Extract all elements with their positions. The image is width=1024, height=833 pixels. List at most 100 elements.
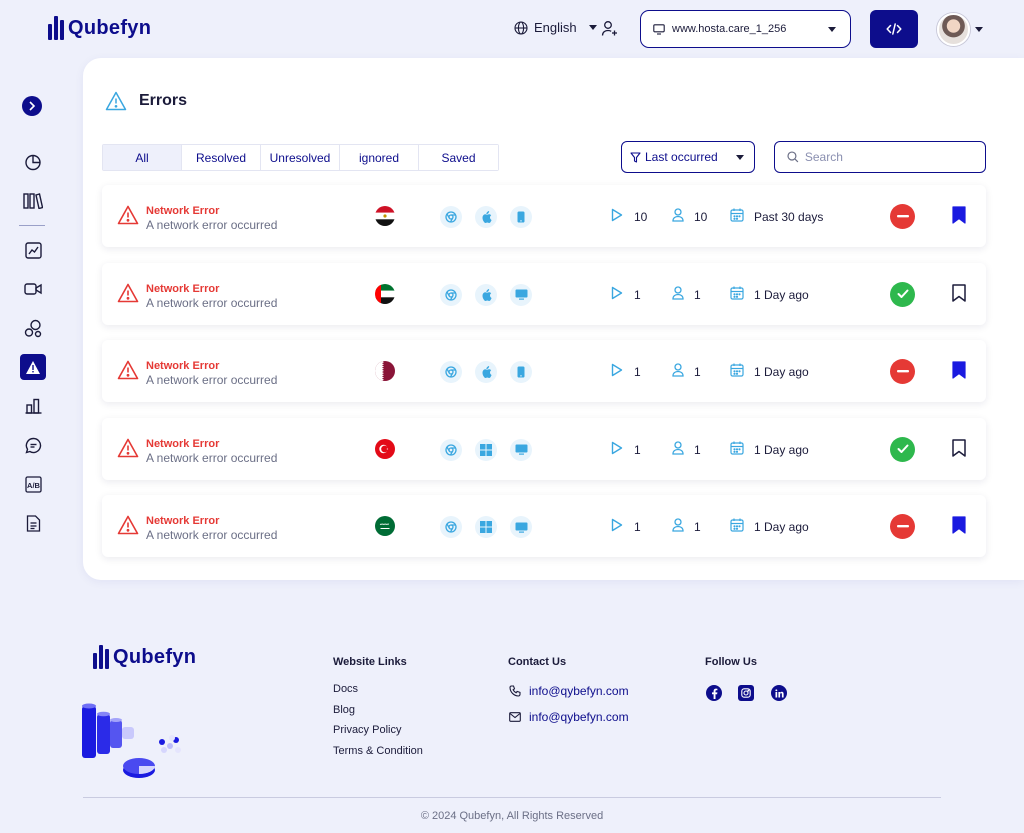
- chrome-icon: [440, 361, 462, 383]
- desktop-icon: [510, 516, 532, 538]
- avatar[interactable]: [937, 13, 970, 46]
- error-title[interactable]: Network Error: [146, 360, 220, 372]
- sidebar-divider: [19, 225, 45, 226]
- error-warning-icon: [117, 205, 139, 225]
- status-tabs: All Resolved Unresolved ignored Saved: [102, 144, 499, 171]
- chrome-icon: [440, 206, 462, 228]
- windows-icon: [475, 516, 497, 538]
- sidebar-item-ab-testing[interactable]: A/B: [20, 471, 46, 497]
- desktop-icon: [510, 438, 532, 461]
- facebook-icon: [711, 688, 717, 699]
- follow-heading: Follow Us: [705, 656, 757, 668]
- contact-heading: Contact Us: [508, 656, 567, 668]
- error-title[interactable]: Network Error: [146, 515, 220, 527]
- chrome-icon: [440, 516, 462, 538]
- user-count: 1: [694, 520, 701, 534]
- document-icon: [26, 514, 40, 532]
- play-icon: [611, 441, 623, 454]
- language-label: English: [534, 20, 577, 35]
- error-row[interactable]: Network Error A network error occurred 1…: [102, 417, 986, 480]
- error-warning-icon: [117, 283, 139, 302]
- chrome-icon: [440, 438, 462, 461]
- facebook-button[interactable]: [706, 685, 722, 701]
- play-icon: [611, 208, 623, 222]
- search-input[interactable]: [804, 150, 973, 164]
- error-row[interactable]: Network Error A network error occurred 1…: [102, 495, 986, 557]
- globe-icon: [514, 20, 528, 35]
- user-count: 10: [694, 210, 708, 224]
- error-title[interactable]: Network Error: [146, 437, 220, 450]
- analytics-illustration: [82, 703, 181, 778]
- sidebar-item-segments[interactable]: [20, 315, 46, 341]
- tab-saved[interactable]: Saved: [419, 145, 498, 170]
- website-links-heading: Website Links: [333, 656, 407, 668]
- video-icon: [24, 283, 42, 295]
- last-occurred: 1 Day ago: [754, 365, 809, 379]
- session-count: 1: [634, 520, 641, 534]
- tab-ignored[interactable]: ignored: [340, 145, 419, 170]
- resolved-status-button[interactable]: [890, 436, 915, 462]
- save-bookmark-button[interactable]: [952, 206, 966, 229]
- footer-link-blog[interactable]: Blog: [333, 704, 356, 716]
- footer-link-terms[interactable]: Terms & Condition: [333, 745, 423, 757]
- contact-email[interactable]: info@qybefyn.com: [509, 710, 629, 724]
- sidebar-item-library[interactable]: [20, 188, 46, 214]
- footer-link-docs[interactable]: Docs: [333, 683, 359, 695]
- bookmark-filled-icon: [952, 516, 966, 534]
- error-description: A network error occurred: [146, 450, 278, 465]
- code-icon: [886, 23, 902, 35]
- logo-bars-icon: [93, 645, 109, 669]
- site-selector[interactable]: www.hosta.care_1_256: [640, 10, 851, 48]
- add-user-button[interactable]: [601, 20, 618, 42]
- tab-resolved[interactable]: Resolved: [182, 145, 261, 170]
- user-icon: [672, 363, 684, 377]
- footer-logo[interactable]: Qubefyn: [93, 645, 196, 669]
- unresolved-status-button[interactable]: [890, 514, 915, 539]
- sort-select[interactable]: Last occurred: [621, 141, 755, 173]
- error-row[interactable]: Network Error A network error occurred 1…: [102, 340, 986, 402]
- sidebar-item-documents[interactable]: [20, 510, 46, 536]
- sidebar-item-reports[interactable]: [20, 393, 46, 419]
- brand-logo[interactable]: Qubefyn: [48, 16, 151, 40]
- embed-code-button[interactable]: [870, 10, 918, 48]
- unresolved-status-button[interactable]: [890, 204, 915, 229]
- save-bookmark-button[interactable]: [952, 283, 966, 307]
- sidebar-item-analytics[interactable]: [20, 149, 46, 175]
- user-count: 1: [694, 287, 701, 302]
- last-occurred: 1 Day ago: [754, 520, 809, 534]
- error-title[interactable]: Network Error: [146, 282, 220, 295]
- apple-icon: [475, 283, 497, 306]
- contact-phone[interactable]: info@qybefyn.com: [509, 684, 629, 698]
- linkedin-button[interactable]: [771, 685, 787, 701]
- copyright-text: © 2024 Qubefyn, All Rights Reserved: [420, 810, 604, 822]
- save-bookmark-button[interactable]: [952, 516, 966, 539]
- sidebar-item-feedback[interactable]: [20, 432, 46, 458]
- error-warning-icon: [117, 438, 139, 457]
- sidebar-item-recordings[interactable]: [20, 276, 46, 302]
- error-title[interactable]: Network Error: [146, 205, 220, 217]
- bookmark-filled-icon: [952, 206, 966, 224]
- language-selector[interactable]: English: [514, 20, 597, 35]
- error-row[interactable]: Network Error A network error occurred 1…: [102, 262, 986, 325]
- resolved-status-button[interactable]: [890, 281, 915, 307]
- qatar-flag-icon: [375, 361, 395, 381]
- chevron-down-icon[interactable]: [975, 27, 983, 32]
- save-bookmark-button[interactable]: [952, 361, 966, 384]
- sidebar-toggle-button[interactable]: [22, 96, 42, 116]
- error-row[interactable]: Network Error A network error occurred 1…: [102, 185, 986, 247]
- logo-bars-icon: [48, 16, 64, 40]
- sidebar-item-errors[interactable]: [20, 354, 46, 380]
- tab-all[interactable]: All: [103, 145, 182, 170]
- instagram-button[interactable]: [738, 685, 754, 701]
- save-bookmark-button[interactable]: [952, 438, 966, 462]
- play-icon: [611, 286, 623, 299]
- sidebar-item-trends[interactable]: [20, 237, 46, 263]
- minus-icon: [896, 215, 909, 218]
- error-description: A network error occurred: [146, 218, 278, 232]
- mobile-icon: [510, 361, 532, 383]
- check-icon: [897, 444, 908, 453]
- unresolved-status-button[interactable]: [890, 359, 915, 384]
- footer-link-privacy[interactable]: Privacy Policy: [333, 724, 402, 736]
- tab-unresolved[interactable]: Unresolved: [261, 145, 340, 170]
- linkedin-icon: [774, 688, 784, 697]
